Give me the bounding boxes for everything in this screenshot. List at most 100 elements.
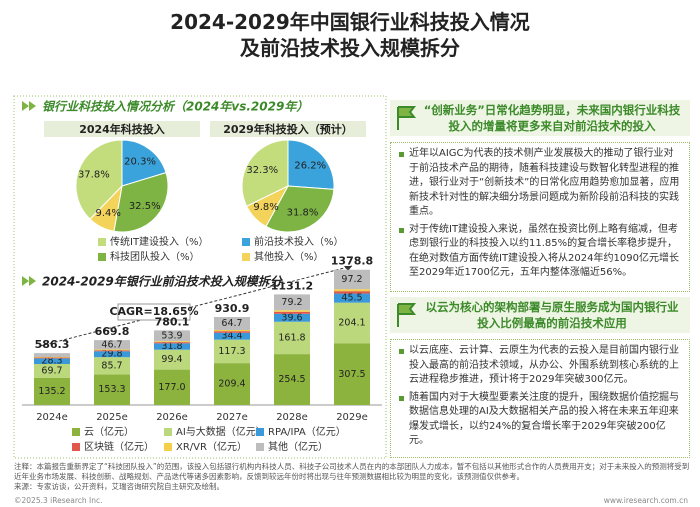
bar-segment (334, 269, 370, 290)
bar-segment (214, 363, 250, 405)
heading-box: 以云为核心的架构部署与原生服务成为国内银行业投入比例最高的前沿技术应用 (390, 297, 690, 333)
bar-segment (34, 356, 70, 358)
pie-label: 37.8% (78, 170, 110, 181)
pie-slice (121, 139, 167, 187)
x-tick-label: 2027e (216, 412, 248, 423)
bar-segment (334, 302, 370, 344)
bar-value-label: 39.6 (281, 312, 302, 323)
x-tick-label: 2028e (276, 412, 308, 423)
cagr-box (117, 303, 191, 321)
pie-slice (241, 139, 289, 207)
website: www.iresearch.com.cn (603, 496, 688, 505)
bar-value-label: 28.3 (41, 356, 62, 367)
section-icon (22, 276, 36, 286)
bullet-text: 对于传统IT建设投入来说，虽然在投资比例上略有缩减，但考虑到银行业的科技投入以约… (397, 223, 683, 281)
legend-label: AI与大数据（亿元） (176, 425, 266, 438)
pie-label: 32.3% (246, 165, 278, 176)
total-label: 930.9 (215, 302, 250, 315)
legend-label: 前沿技术投入（%） (254, 235, 344, 248)
total-label: 1378.8 (331, 255, 373, 268)
bar-value-label: 31.8 (161, 341, 182, 352)
pie-slice (265, 185, 335, 233)
legend-swatch (242, 253, 250, 261)
bar-value-label: 53.9 (161, 330, 182, 341)
bar-segment (94, 351, 130, 358)
bar-segment (94, 340, 130, 350)
bar-segment (274, 354, 310, 405)
annotation: CAGR=18.65% (109, 305, 198, 318)
bar-segment (214, 317, 250, 330)
bar-value-label: 97.2 (341, 274, 362, 285)
bar-segment (94, 349, 130, 351)
note: 注释：本篇报告重新界定了“科技团队投入”的范围，该投入包括银行机构内科技人员、科… (14, 462, 690, 481)
bar-value-label: 45.5 (341, 293, 362, 304)
bar-value-label: 46.7 (101, 339, 122, 350)
legend-label: 区块链（亿元） (84, 440, 154, 453)
bar-segment (214, 332, 250, 340)
bar-value-label: 69.7 (41, 365, 62, 376)
legend-swatch (72, 428, 80, 436)
bar-value-label: 177.0 (158, 382, 185, 393)
bar-segment (154, 343, 190, 350)
pie-label: 20.3% (124, 157, 156, 168)
bar-value-label: 153.3 (98, 384, 125, 395)
pie-label: 9.8% (253, 202, 278, 213)
title: 2024-2029年中国银行业科技投入情况 (170, 10, 530, 34)
bar-segment (34, 364, 70, 378)
bar-segment (34, 358, 70, 365)
bar-value-label: 117.3 (218, 346, 245, 357)
source: 来源：专家访谈，公开资料，艾瑞咨询研究院自主研究及绘制。 (14, 482, 224, 491)
pie-slice (75, 139, 123, 220)
bar-value-label: 135.2 (38, 386, 65, 397)
bar-segment (334, 293, 370, 303)
bar-segment (274, 321, 310, 355)
bar-value-label: 99.4 (161, 354, 182, 365)
legend-swatch (256, 428, 264, 436)
bar-segment (154, 341, 190, 343)
legend-label: XR/VR（亿元） (176, 440, 247, 453)
pie-slice (287, 139, 335, 190)
bar-segment (334, 291, 370, 294)
pie-title: 2024年科技投入 (79, 122, 165, 136)
bullet-text: 以云底座、云计算、云原生为代表的云投入是目前国内银行业投入最高的前沿技术领域，从… (397, 344, 683, 388)
x-tick-label: 2026e (156, 412, 188, 423)
pie-title-band (210, 121, 366, 137)
pie-label: 31.8% (287, 208, 319, 219)
legend-swatch (164, 428, 172, 436)
bar-segment (334, 343, 370, 405)
bar-segment (34, 377, 70, 405)
flag-icon (397, 106, 417, 130)
bar-segment (274, 294, 310, 311)
bar-segment (154, 369, 190, 405)
flag-icon (397, 303, 417, 327)
bar-value-label: 29.8 (101, 349, 122, 360)
cagr-arrowhead (344, 266, 352, 271)
legend-swatch (164, 443, 172, 451)
panel-frame (13, 95, 387, 459)
copyright: ©2025.3 iResearch Inc. (14, 496, 103, 505)
x-tick-label: 2025e (96, 412, 128, 423)
pie-slice (89, 184, 123, 232)
x-tick-label: 2029e (336, 412, 368, 423)
x-tick-label: 2024e (36, 412, 68, 423)
section-icon (22, 101, 36, 111)
bullet-text: 随着国内对于大模型要素关注度的提升，围绕数据价值挖掘与数据信息处理的AI及大数据… (397, 391, 683, 449)
legend-label: RPA/IPA（亿元） (268, 425, 346, 438)
bar-segment (274, 311, 310, 314)
bar-segment (214, 339, 250, 364)
total-label: 780.1 (155, 315, 190, 328)
bar-segment (154, 342, 190, 344)
bar-segment (94, 357, 130, 375)
legend-swatch (98, 253, 106, 261)
text-box: 以云底座、云计算、云原生为代表的云投入是目前国内银行业投入最高的前沿技术领域，从… (390, 339, 690, 458)
title: 及前沿技术投入规模拆分 (240, 36, 460, 60)
total-label: 669.8 (95, 325, 130, 338)
section-heading: 以云为核心的架构部署与原生服务成为国内银行业投入比例最高的前沿技术应用 (390, 297, 690, 333)
pie-title-band (44, 121, 200, 137)
total-label: 586.3 (35, 338, 70, 351)
bar-segment (274, 310, 310, 312)
bar-segment (34, 353, 70, 357)
bar-segment (94, 350, 130, 352)
